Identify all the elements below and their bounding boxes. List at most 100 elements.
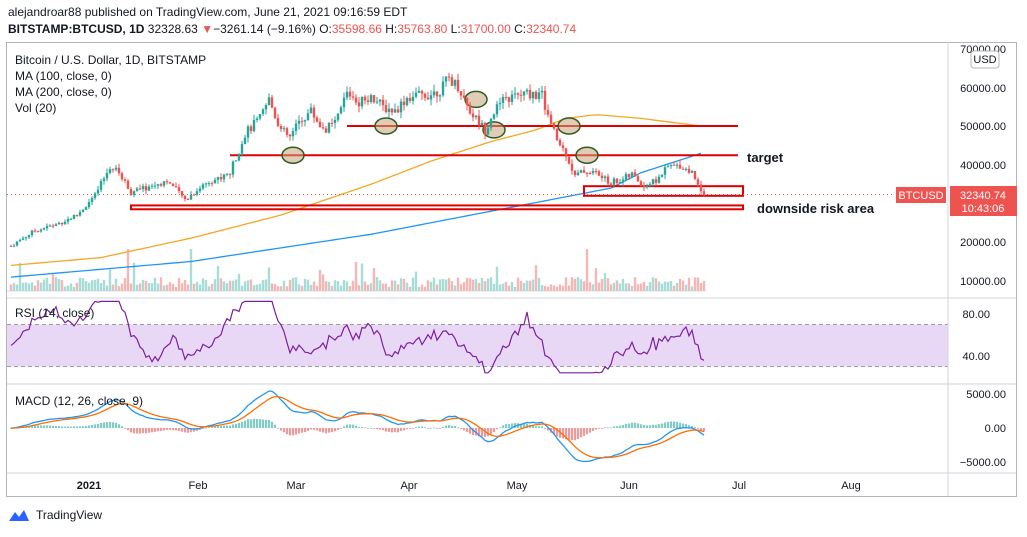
macd-histogram-bar — [582, 428, 586, 436]
candle-body — [303, 120, 307, 122]
candle-body — [321, 127, 325, 129]
macd-histogram-bar — [642, 425, 646, 428]
volume-bar — [633, 277, 637, 291]
volume-bar — [27, 283, 31, 291]
volume-bar — [579, 279, 583, 291]
macd-histogram-bar — [378, 428, 382, 430]
volume-bar — [120, 283, 124, 291]
price-badge — [950, 186, 1017, 216]
volume-bar — [702, 280, 706, 291]
brand[interactable]: TradingView — [8, 508, 102, 522]
volume-bar — [138, 283, 142, 291]
macd-histogram-bar — [651, 424, 655, 428]
candle-body — [567, 156, 571, 164]
candle-body — [360, 96, 364, 107]
legend-vol: Vol (20) — [15, 101, 56, 115]
volume-bar — [468, 278, 472, 291]
candle-body — [195, 191, 199, 195]
volume-bar — [12, 282, 16, 291]
candle-body — [411, 96, 415, 101]
volume-bar — [519, 280, 523, 291]
candle-body — [141, 186, 145, 190]
macd-histogram-bar — [48, 425, 52, 428]
currency-button[interactable] — [970, 50, 1000, 69]
pattern-marker-oval — [575, 146, 599, 164]
candle-body — [507, 97, 511, 102]
macd-histogram-bar — [618, 425, 622, 428]
macd-histogram-bar — [333, 428, 337, 432]
macd-histogram-bar — [150, 428, 154, 433]
macd-histogram-bar — [510, 423, 514, 428]
candle-body — [258, 113, 262, 119]
candle-body — [660, 174, 664, 177]
candle-body — [516, 93, 520, 95]
volume-bar — [15, 284, 19, 291]
macd-histogram-bar — [669, 421, 673, 428]
candle-body — [285, 128, 289, 135]
volume-bar — [165, 284, 169, 291]
macd-histogram-bar — [33, 425, 37, 428]
volume-bar — [405, 282, 409, 291]
candle-body — [123, 179, 127, 181]
volume-bar — [408, 286, 412, 291]
macd-histogram-bar — [702, 428, 706, 432]
candle-body — [552, 123, 556, 129]
candle-body — [426, 97, 430, 100]
candle-body — [108, 169, 112, 173]
candle-body — [72, 214, 76, 219]
volume-bar — [414, 271, 418, 291]
pattern-marker-oval — [281, 146, 305, 164]
macd-histogram-bar — [531, 425, 535, 428]
volume-bar — [354, 262, 358, 291]
volume-bar — [240, 285, 244, 291]
candle-body — [69, 218, 73, 220]
volume-bar — [426, 280, 430, 291]
candle-body — [42, 228, 46, 230]
macd-histogram-bar — [408, 428, 412, 429]
pattern-marker-oval — [464, 90, 488, 109]
macd-histogram-bar — [636, 423, 640, 428]
macd-histogram-bar — [39, 425, 43, 428]
candle-body — [465, 97, 469, 106]
macd-histogram-bar — [117, 424, 121, 428]
macd-histogram-bar — [489, 428, 493, 435]
macd-histogram-bar — [690, 425, 694, 428]
volume-bar — [390, 280, 394, 291]
candle-body — [402, 101, 406, 106]
candle-body — [174, 186, 178, 188]
time-tick-label: Aug — [841, 480, 861, 492]
macd-histogram-bar — [108, 421, 112, 428]
volume-bar — [465, 277, 469, 291]
volume-bar — [204, 280, 208, 291]
pattern-marker-oval — [557, 117, 581, 135]
volume-bar — [399, 278, 403, 291]
macd-histogram-bar — [213, 426, 217, 428]
macd-histogram-bar — [681, 423, 685, 428]
macd-histogram-bar — [393, 428, 397, 433]
macd-histogram-bar — [42, 425, 46, 428]
candle-body — [261, 109, 265, 114]
ma200-line — [10, 152, 702, 278]
candle-body — [198, 188, 202, 192]
candle-body — [525, 89, 529, 92]
candle-body — [429, 95, 433, 100]
candle-body — [189, 194, 193, 200]
macd-histogram-bar — [9, 428, 13, 429]
candle-body — [282, 128, 286, 130]
volume-bar — [480, 278, 484, 291]
candle-body — [120, 173, 124, 180]
candle-body — [474, 115, 478, 118]
candles[interactable] — [9, 72, 706, 248]
macd-histogram-bar — [93, 424, 97, 428]
volume-bar — [285, 286, 289, 291]
symbol-badge-text: BTCUSD — [898, 190, 943, 202]
candle-body — [318, 121, 322, 128]
candle-body — [477, 115, 481, 126]
macd-histogram-bar — [120, 426, 124, 428]
candle-body — [24, 237, 28, 239]
candle-body — [168, 182, 172, 184]
candle-body — [675, 164, 679, 166]
volume-bar — [177, 277, 181, 291]
volume-bar — [69, 283, 73, 291]
